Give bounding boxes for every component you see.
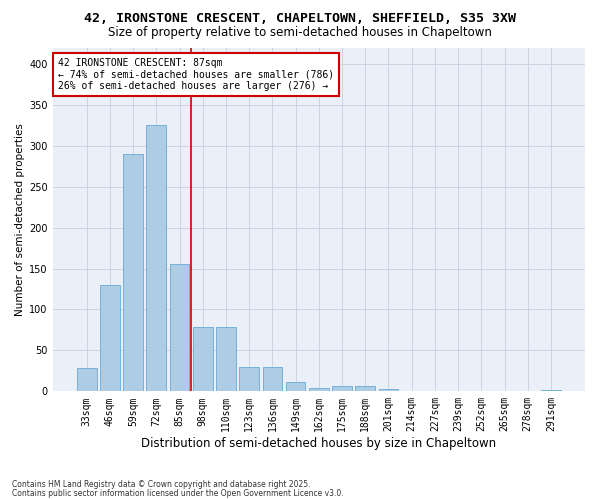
Bar: [379, 389, 398, 392]
Bar: [170, 264, 190, 392]
Bar: [239, 367, 259, 392]
Bar: [146, 126, 166, 392]
Bar: [448, 390, 468, 392]
Bar: [216, 328, 236, 392]
Text: Contains public sector information licensed under the Open Government Licence v3: Contains public sector information licen…: [12, 489, 344, 498]
Bar: [100, 285, 120, 392]
Y-axis label: Number of semi-detached properties: Number of semi-detached properties: [15, 123, 25, 316]
Text: Size of property relative to semi-detached houses in Chapeltown: Size of property relative to semi-detach…: [108, 26, 492, 39]
Bar: [77, 368, 97, 392]
Bar: [355, 386, 375, 392]
Bar: [309, 388, 329, 392]
Text: 42 IRONSTONE CRESCENT: 87sqm
← 74% of semi-detached houses are smaller (786)
26%: 42 IRONSTONE CRESCENT: 87sqm ← 74% of se…: [58, 58, 334, 91]
Bar: [123, 154, 143, 392]
Bar: [193, 328, 212, 392]
Text: Contains HM Land Registry data © Crown copyright and database right 2025.: Contains HM Land Registry data © Crown c…: [12, 480, 311, 489]
Bar: [541, 390, 561, 392]
Bar: [286, 382, 305, 392]
X-axis label: Distribution of semi-detached houses by size in Chapeltown: Distribution of semi-detached houses by …: [141, 437, 496, 450]
Text: 42, IRONSTONE CRESCENT, CHAPELTOWN, SHEFFIELD, S35 3XW: 42, IRONSTONE CRESCENT, CHAPELTOWN, SHEF…: [84, 12, 516, 26]
Bar: [263, 367, 282, 392]
Bar: [332, 386, 352, 392]
